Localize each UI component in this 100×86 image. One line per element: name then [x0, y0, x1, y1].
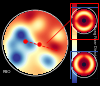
Circle shape [83, 19, 85, 22]
Bar [70, 3, 98, 39]
Circle shape [83, 63, 85, 66]
Text: Degree of
Orientation
Along Fiber Direction: Degree of Orientation Along Fiber Direct… [92, 24, 100, 62]
Text: PBO: PBO [3, 70, 12, 74]
